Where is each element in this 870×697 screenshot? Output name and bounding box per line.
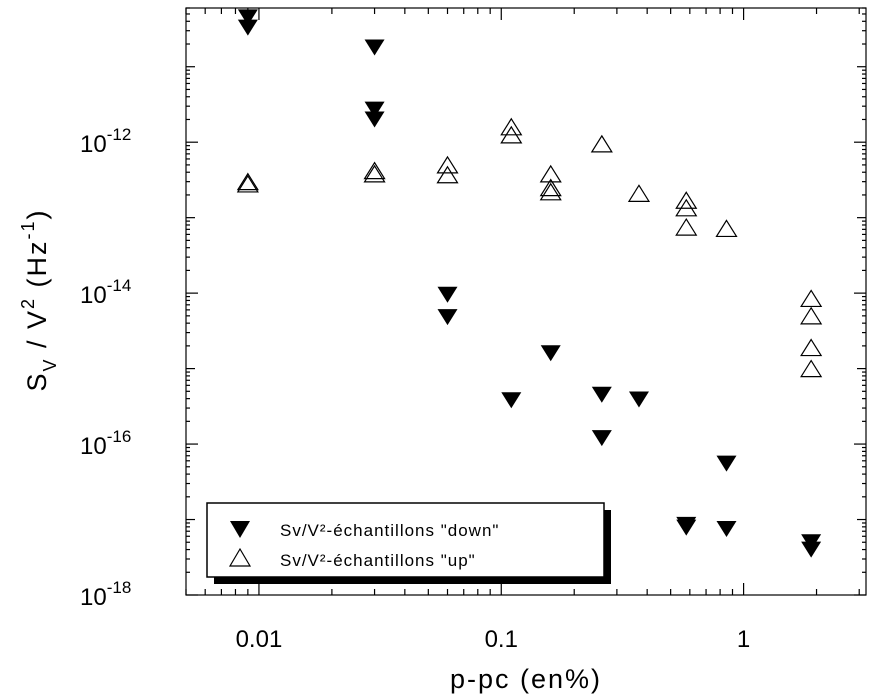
point-up [436, 165, 459, 184]
point-down [676, 519, 697, 536]
point-down [437, 309, 458, 326]
point-down [437, 286, 458, 303]
point-up [500, 125, 523, 144]
point-up [715, 219, 738, 238]
point-down [628, 391, 649, 408]
data-points [236, 9, 823, 558]
y-tick-label: 10-18 [80, 578, 131, 611]
point-up [800, 338, 823, 357]
point-down [540, 345, 561, 362]
legend-label-down: Sv/V²-échantillons "down" [280, 521, 499, 540]
point-up [539, 178, 562, 197]
x-axis-title: p-pc (en%) [450, 664, 602, 694]
point-up [675, 191, 698, 209]
plot-frame [185, 7, 867, 596]
point-up [800, 306, 823, 325]
point-up [675, 198, 698, 217]
point-down [501, 392, 522, 409]
point-down [237, 19, 258, 36]
x-tick-label: 0.1 [485, 626, 518, 653]
legend: Sv/V²-échantillons "down" Sv/V²-échantil… [206, 502, 611, 584]
point-down [364, 39, 385, 56]
point-down [364, 101, 385, 118]
point-down [716, 455, 737, 472]
point-up [236, 174, 259, 193]
point-up [236, 172, 259, 191]
legend-box [206, 502, 605, 578]
point-up [800, 289, 823, 308]
y-tick-label: 10-14 [80, 276, 131, 309]
point-up [363, 161, 386, 180]
point-up [675, 217, 698, 236]
y-tick-label: 10-16 [80, 427, 131, 460]
point-down [237, 9, 258, 26]
x-tick-label: 1 [737, 626, 750, 653]
y-tick-labels: 10-12 10-14 10-16 10-18 [80, 125, 131, 611]
point-down [591, 430, 612, 447]
point-up [539, 182, 562, 201]
legend-marker-down [230, 521, 250, 538]
y-axis-title: SV / V2 (Hz-1) [18, 208, 60, 391]
point-up [539, 164, 562, 183]
point-up [436, 155, 459, 174]
point-down [364, 111, 385, 128]
point-down [716, 520, 737, 537]
y-tick-label: 10-12 [80, 125, 131, 158]
point-down [801, 541, 822, 558]
x-tick-label: 0.01 [236, 626, 283, 653]
point-up [800, 359, 823, 378]
axis-ticks [185, 7, 866, 596]
legend-label-up: Sv/V²-échantillons "up" [280, 551, 476, 570]
point-down [591, 386, 612, 403]
point-up [363, 164, 386, 183]
x-tick-labels: 0.01 0.1 1 [236, 626, 751, 653]
point-up [500, 117, 523, 136]
legend-marker-up [228, 547, 252, 567]
point-up [590, 134, 613, 153]
point-up [627, 184, 651, 202]
